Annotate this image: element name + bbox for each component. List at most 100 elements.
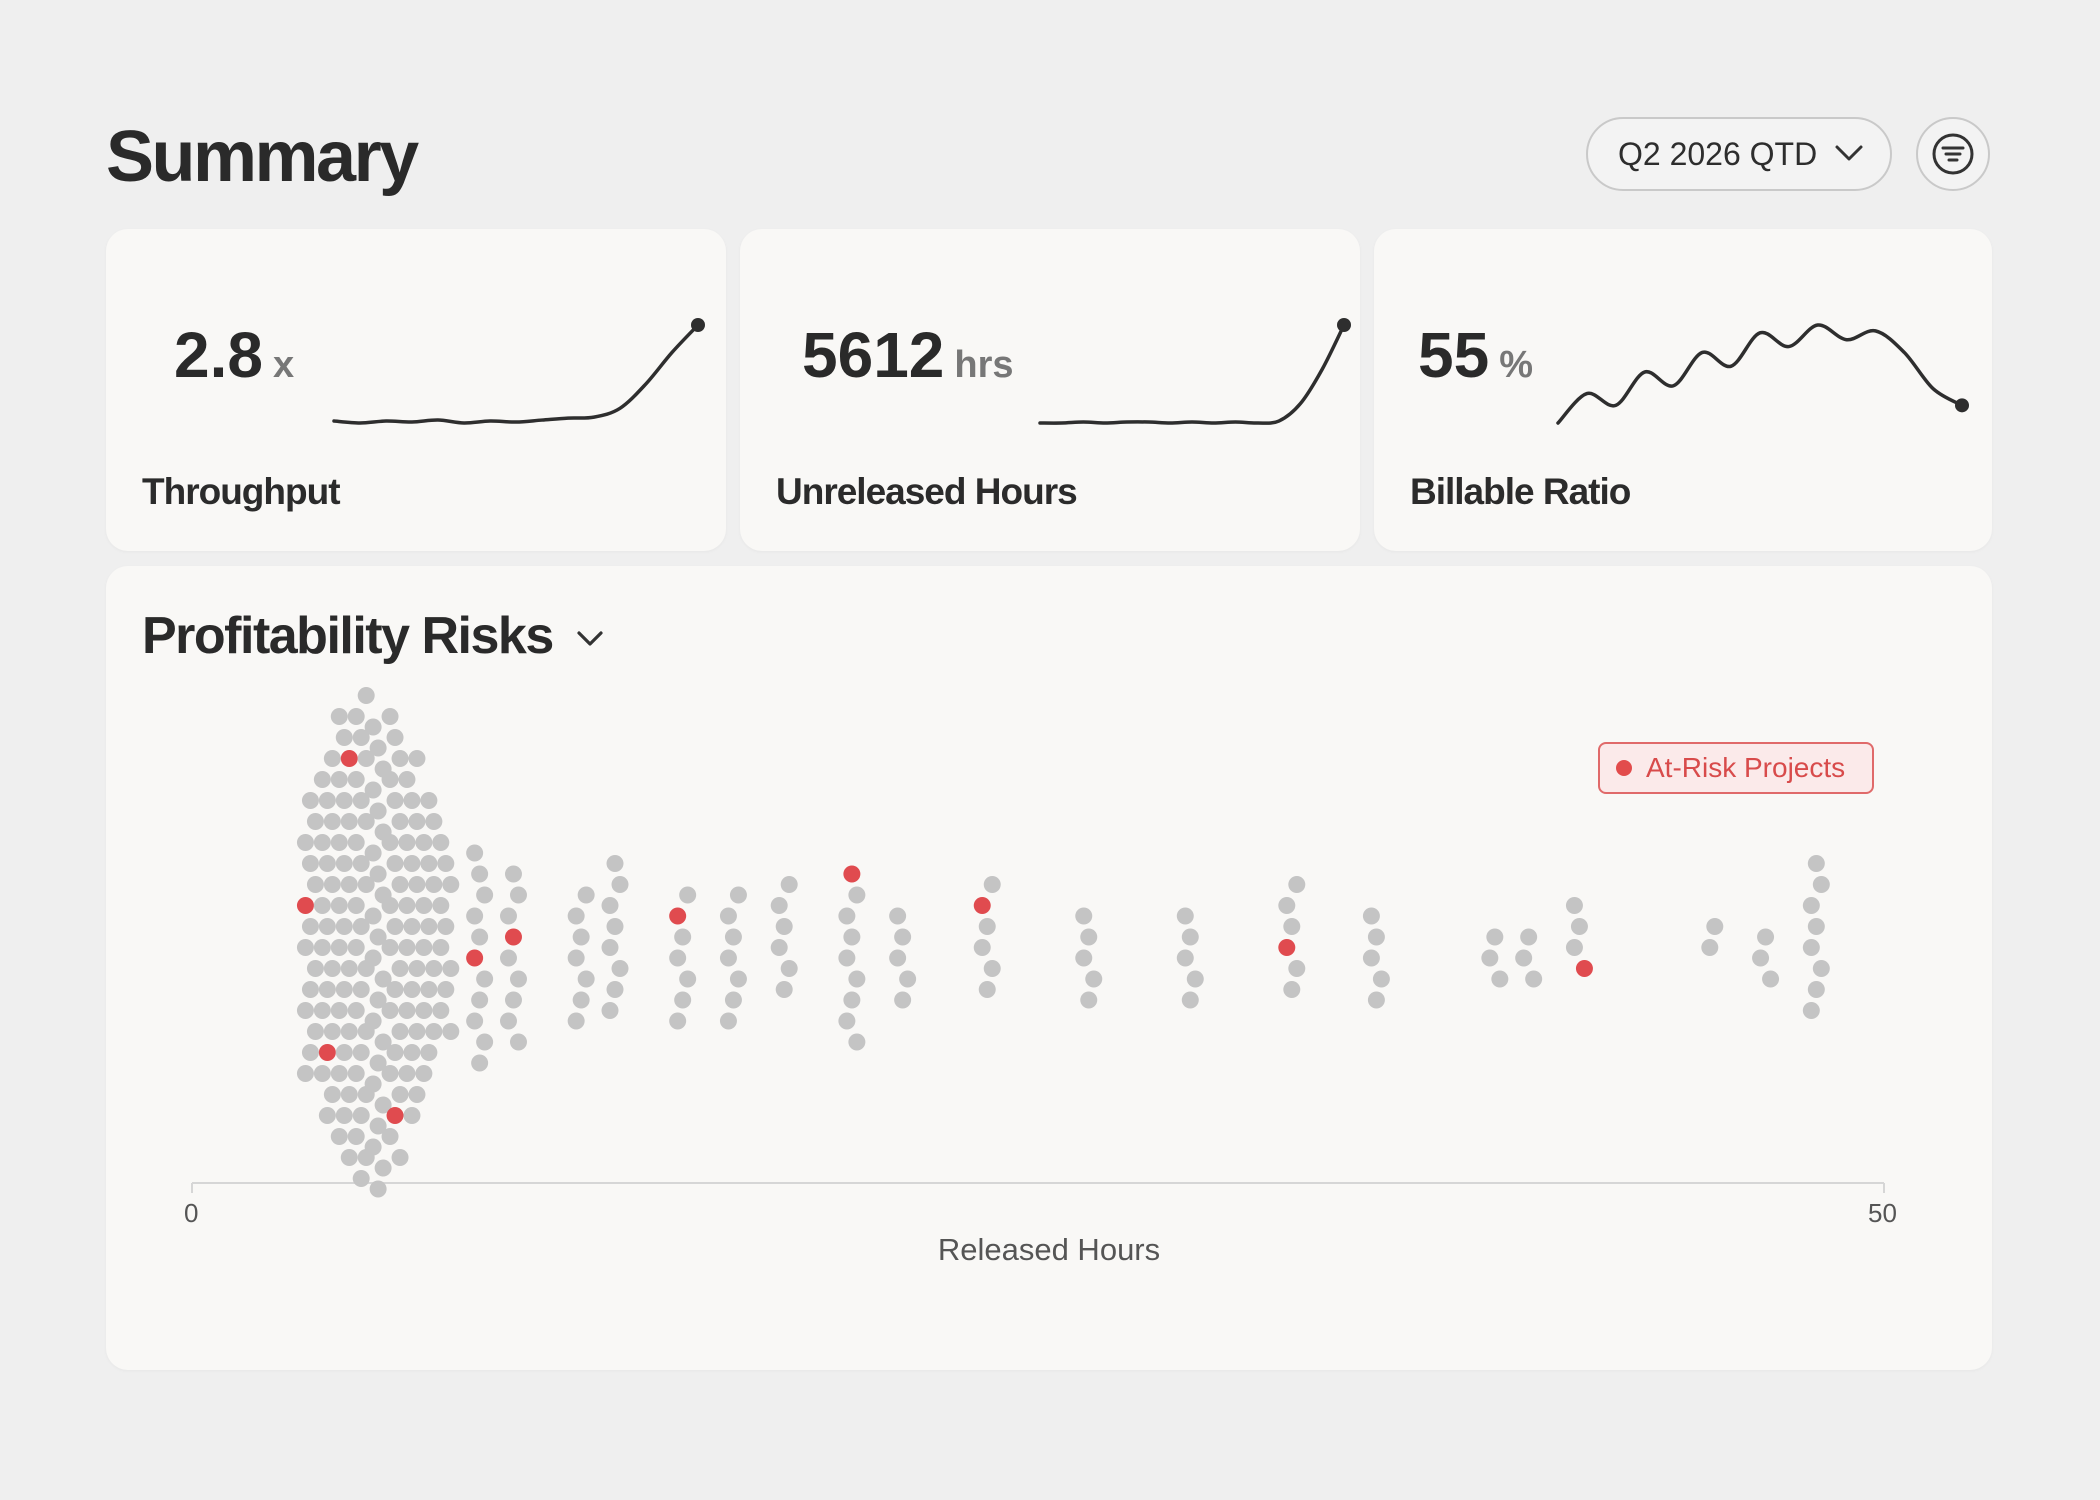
project-dot[interactable] [347, 771, 365, 788]
project-dot[interactable] [674, 991, 692, 1009]
project-dot[interactable] [601, 897, 619, 914]
project-dot[interactable] [848, 970, 866, 988]
project-dot[interactable] [403, 918, 421, 935]
project-dot[interactable] [301, 855, 319, 872]
project-dot[interactable] [391, 1023, 409, 1040]
project-dot[interactable] [611, 876, 629, 893]
project-dot[interactable] [318, 981, 336, 998]
project-dot[interactable] [509, 1033, 527, 1051]
project-dot[interactable] [347, 897, 365, 914]
project-dot[interactable] [1080, 991, 1098, 1009]
project-dot[interactable] [306, 1023, 324, 1040]
project-dot[interactable] [1752, 949, 1770, 967]
project-dot[interactable] [420, 792, 438, 809]
project-dot[interactable] [313, 1002, 331, 1019]
at-risk-project-dot[interactable] [669, 907, 687, 925]
project-dot[interactable] [425, 813, 443, 830]
project-dot[interactable] [330, 834, 348, 851]
project-dot[interactable] [899, 970, 917, 988]
project-dot[interactable] [1080, 928, 1098, 946]
project-dot[interactable] [347, 1128, 365, 1145]
project-dot[interactable] [335, 855, 353, 872]
project-dot[interactable] [352, 1170, 370, 1187]
project-dot[interactable] [386, 1044, 404, 1061]
project-dot[interactable] [1367, 928, 1385, 946]
project-dot[interactable] [1802, 897, 1820, 914]
project-dot[interactable] [391, 750, 409, 767]
at-risk-project-dot[interactable] [843, 865, 861, 883]
project-dot[interactable] [391, 1149, 409, 1166]
project-dot[interactable] [499, 949, 517, 967]
project-dot[interactable] [369, 739, 387, 757]
project-dot[interactable] [848, 1033, 866, 1051]
project-dot[interactable] [296, 1065, 314, 1082]
project-dot[interactable] [374, 970, 392, 988]
project-dot[interactable] [724, 928, 742, 946]
project-dot[interactable] [770, 939, 788, 956]
at-risk-project-dot[interactable] [973, 897, 991, 914]
project-dot[interactable] [894, 928, 912, 946]
project-dot[interactable] [1186, 970, 1204, 988]
project-dot[interactable] [408, 1023, 426, 1040]
project-dot[interactable] [1520, 928, 1538, 946]
project-dot[interactable] [369, 1054, 387, 1072]
project-dot[interactable] [1802, 939, 1820, 956]
project-dot[interactable] [340, 960, 358, 977]
project-dot[interactable] [1288, 876, 1306, 893]
project-dot[interactable] [318, 918, 336, 935]
project-dot[interactable] [313, 939, 331, 956]
project-dot[interactable] [306, 960, 324, 977]
project-dot[interactable] [296, 834, 314, 851]
project-dot[interactable] [838, 949, 856, 967]
project-dot[interactable] [420, 981, 438, 998]
project-dot[interactable] [838, 1012, 856, 1030]
project-dot[interactable] [330, 1002, 348, 1019]
project-dot[interactable] [425, 960, 443, 977]
project-dot[interactable] [381, 1065, 399, 1082]
project-dot[interactable] [347, 939, 365, 956]
project-dot[interactable] [323, 813, 341, 830]
project-dot[interactable] [466, 844, 484, 862]
project-dot[interactable] [369, 865, 387, 883]
project-dot[interactable] [1807, 981, 1825, 998]
project-dot[interactable] [1565, 939, 1583, 956]
project-dot[interactable] [1288, 960, 1306, 977]
project-dot[interactable] [775, 981, 793, 998]
project-dot[interactable] [476, 970, 494, 988]
project-dot[interactable] [889, 907, 907, 925]
at-risk-project-dot[interactable] [386, 1107, 404, 1124]
project-dot[interactable] [889, 949, 907, 967]
project-dot[interactable] [296, 939, 314, 956]
project-dot[interactable] [347, 834, 365, 851]
project-dot[interactable] [780, 960, 798, 977]
project-dot[interactable] [843, 928, 861, 946]
project-dot[interactable] [471, 991, 489, 1009]
project-dot[interactable] [364, 844, 382, 862]
project-dot[interactable] [408, 813, 426, 830]
project-dot[interactable] [408, 1086, 426, 1103]
project-dot[interactable] [674, 928, 692, 946]
project-dot[interactable] [369, 802, 387, 820]
project-dot[interactable] [408, 960, 426, 977]
project-dot[interactable] [364, 781, 382, 799]
project-dot[interactable] [357, 750, 375, 767]
project-dot[interactable] [1812, 960, 1830, 977]
project-dot[interactable] [1085, 970, 1103, 988]
project-dot[interactable] [978, 981, 996, 998]
project-dot[interactable] [352, 729, 370, 746]
project-dot[interactable] [340, 1149, 358, 1166]
project-dot[interactable] [301, 981, 319, 998]
project-dot[interactable] [466, 1012, 484, 1030]
project-dot[interactable] [340, 876, 358, 893]
project-dot[interactable] [1757, 928, 1775, 946]
project-dot[interactable] [381, 897, 399, 914]
kpi-card-billable-ratio[interactable]: 55% Billable Ratio [1374, 229, 1992, 551]
project-dot[interactable] [1706, 918, 1724, 935]
project-dot[interactable] [313, 834, 331, 851]
project-dot[interactable] [364, 1138, 382, 1156]
project-dot[interactable] [1283, 918, 1301, 935]
project-dot[interactable] [301, 918, 319, 935]
project-dot[interactable] [601, 1002, 619, 1019]
project-dot[interactable] [425, 876, 443, 893]
project-dot[interactable] [1278, 897, 1296, 914]
